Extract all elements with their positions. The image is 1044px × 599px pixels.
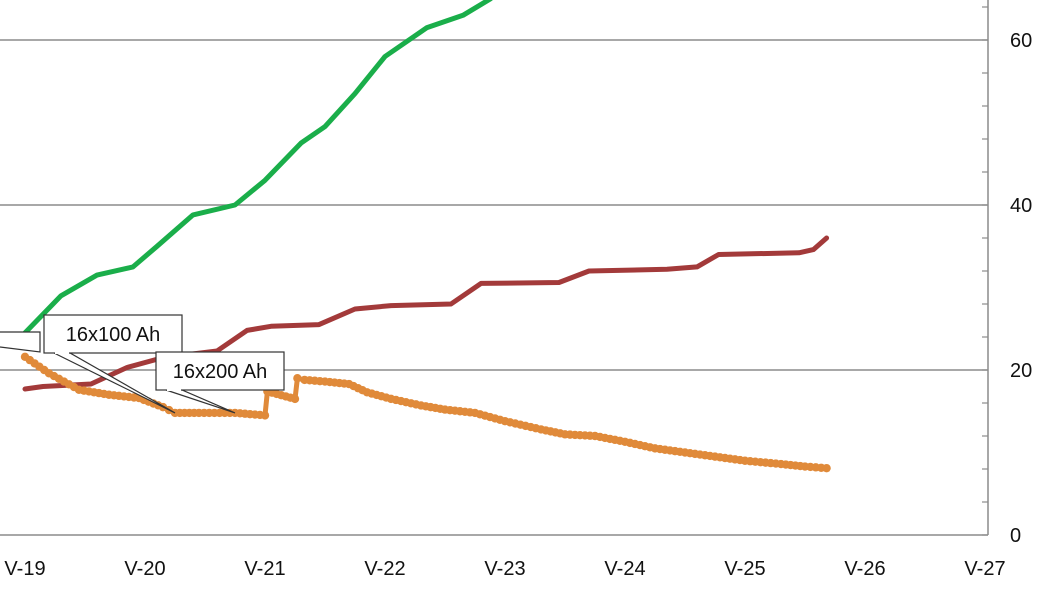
annotation-label: 16x100 Ah: [66, 324, 161, 346]
x-tick-label: V-25: [724, 558, 765, 580]
y-axis: [982, 0, 989, 536]
x-tick-labels: V-19 V-20 V-21 V-22 V-23 V-24 V-25 V-26 V-27: [4, 558, 1005, 580]
x-tick-label: V-27: [964, 558, 1005, 580]
annotation-box: [155, 351, 285, 391]
series-point-orange: [290, 394, 300, 404]
x-tick-label: V-24: [604, 558, 645, 580]
annotation-box: [43, 314, 183, 354]
y-tick-label: 60: [1010, 30, 1032, 52]
annotations: 16x100 Ah 16x200 Ah: [0, 314, 285, 414]
gridlines: [0, 39, 988, 536]
annotation-callout: 16x100 Ah: [43, 314, 183, 414]
y-tick-label: 0: [1010, 525, 1021, 547]
series-point-orange: [260, 411, 270, 420]
y-tick-labels: 0 20 40 60: [1010, 30, 1032, 547]
series-point-orange: [293, 374, 302, 383]
x-tick-label: V-21: [244, 558, 285, 580]
y-tick-label: 40: [1010, 195, 1032, 217]
series: [20, 0, 831, 473]
offscreen-callout-edge: [0, 331, 41, 353]
series-line-red: [22, 235, 830, 392]
annotation-callout: 16x200 Ah: [155, 351, 285, 414]
y-tick-label: 20: [1010, 360, 1032, 382]
x-tick-label: V-22: [364, 558, 405, 580]
x-tick-label: V-23: [484, 558, 525, 580]
series-line-green: [22, 0, 493, 336]
x-tick-label: V-26: [844, 558, 885, 580]
offscreen-callout-pointer: [0, 331, 41, 353]
x-tick-label: V-19: [4, 558, 45, 580]
series-point-orange: [822, 463, 831, 473]
annotation-label: 16x200 Ah: [173, 361, 268, 383]
x-tick-label: V-20: [124, 558, 165, 580]
